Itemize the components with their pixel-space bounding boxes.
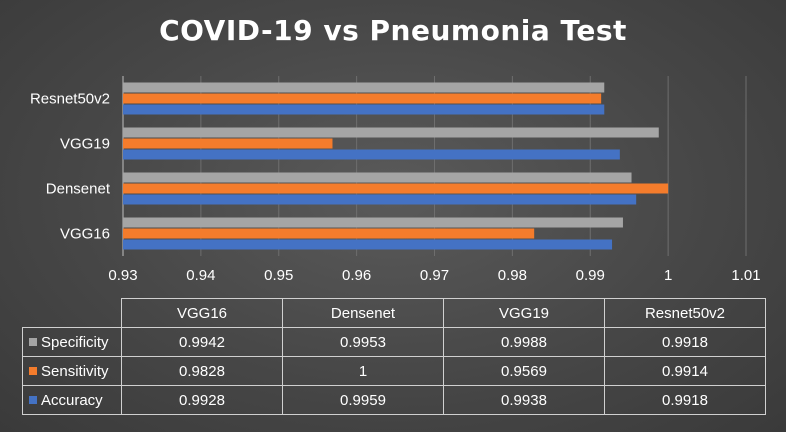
bar-sensitivity-vgg19 xyxy=(123,138,333,149)
table-cell: 0.9988 xyxy=(443,327,605,357)
table-cell: 0.9914 xyxy=(604,356,766,386)
y-category-label: Resnet50v2 xyxy=(30,91,110,108)
legend-swatch-sensitivity xyxy=(29,366,37,375)
table-row: Sensitivity 0.9828 1 0.9569 0.9914 xyxy=(22,356,766,386)
table-row-header: Sensitivity xyxy=(22,356,122,386)
table-row: Specificity 0.9942 0.9953 0.9988 0.9918 xyxy=(22,327,766,357)
table-row-header: Specificity xyxy=(22,327,122,357)
bar-specificity-vgg16 xyxy=(123,217,623,228)
table-row-header: Accuracy xyxy=(22,385,122,415)
chart-title: COVID-19 vs Pneumonia Test xyxy=(159,14,627,47)
bar-sensitivity-vgg16 xyxy=(123,228,535,239)
data-table: VGG16 Densenet VGG19 Resnet50v2 Specific… xyxy=(22,298,766,415)
bar-specificity-vgg19 xyxy=(123,127,659,138)
x-tick-label: 0.93 xyxy=(108,267,137,284)
x-tick-label: 0.98 xyxy=(498,267,527,284)
x-tick-label: 0.99 xyxy=(576,267,605,284)
table-cell: 0.9953 xyxy=(282,327,444,357)
y-category-label: Densenet xyxy=(46,181,111,198)
table-cell: 0.9959 xyxy=(282,385,444,415)
table-header-cell: VGG19 xyxy=(443,298,605,328)
bar-chart: 0.93 0.94 0.95 0.96 0.97 0.98 0.99 1 1.01 VGG16 De… xyxy=(30,76,761,285)
x-tick-label: 1.01 xyxy=(731,267,760,284)
table-header-cell: Resnet50v2 xyxy=(604,298,766,328)
legend-swatch-specificity xyxy=(29,337,37,346)
bar-specificity-densenet xyxy=(123,172,632,183)
bars xyxy=(123,82,669,250)
table-cell: 0.9938 xyxy=(443,385,605,415)
bar-accuracy-resnet50v2 xyxy=(123,104,605,115)
y-category-label: VGG19 xyxy=(60,136,110,153)
bar-specificity-resnet50v2 xyxy=(123,82,605,93)
bar-sensitivity-resnet50v2 xyxy=(123,93,602,104)
bar-sensitivity-densenet xyxy=(123,183,669,194)
bar-accuracy-vgg19 xyxy=(123,149,620,160)
table-header-cell: VGG16 xyxy=(121,298,283,328)
bar-accuracy-vgg16 xyxy=(123,239,613,250)
table-cell: 0.9928 xyxy=(121,385,283,415)
x-tick-label: 0.94 xyxy=(186,267,215,284)
table-cell: 0.9918 xyxy=(604,327,766,357)
legend-swatch-accuracy xyxy=(29,395,37,404)
table-cell: 1 xyxy=(282,356,444,386)
legend-label: Sensitivity xyxy=(41,362,109,380)
table-row: Accuracy 0.9928 0.9959 0.9938 0.9918 xyxy=(22,385,766,415)
bar-accuracy-densenet xyxy=(123,194,637,205)
labels: 0.93 0.94 0.95 0.96 0.97 0.98 0.99 1 1.01 VGG16 De… xyxy=(30,91,761,285)
legend-label: Accuracy xyxy=(41,391,103,409)
table-header-cell: Densenet xyxy=(282,298,444,328)
table-header-row: VGG16 Densenet VGG19 Resnet50v2 xyxy=(22,298,766,328)
table-cell: 0.9569 xyxy=(443,356,605,386)
legend-label: Specificity xyxy=(41,333,109,351)
table-cell: 0.9918 xyxy=(604,385,766,415)
table-cell: 0.9828 xyxy=(121,356,283,386)
y-category-label: VGG16 xyxy=(60,226,110,243)
table-cell: 0.9942 xyxy=(121,327,283,357)
x-tick-label: 1 xyxy=(664,267,672,284)
table-corner xyxy=(22,298,122,328)
x-tick-label: 0.97 xyxy=(420,267,449,284)
x-tick-label: 0.95 xyxy=(264,267,293,284)
x-tick-label: 0.96 xyxy=(342,267,371,284)
